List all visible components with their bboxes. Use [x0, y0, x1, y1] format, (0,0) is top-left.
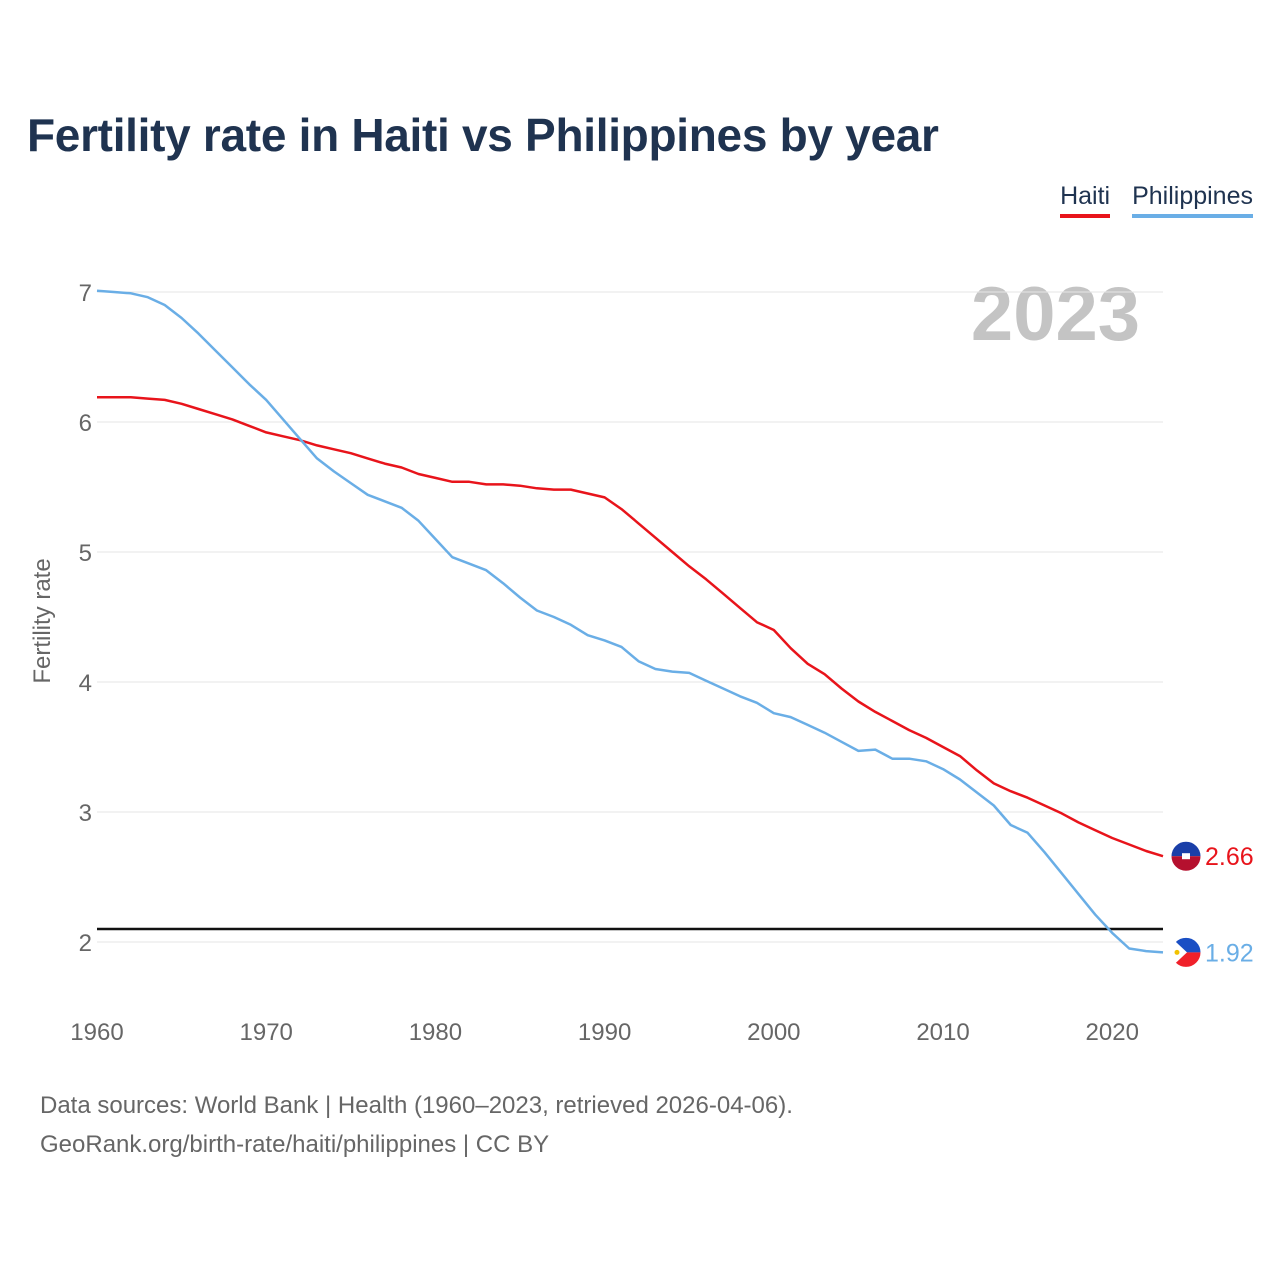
legend: Haiti Philippines	[1060, 182, 1253, 218]
x-tick-label: 2010	[916, 1019, 969, 1046]
y-tick-label: 4	[79, 670, 92, 697]
x-tick-label: 2000	[747, 1019, 800, 1046]
y-tick-label: 6	[79, 410, 92, 437]
haiti-flag-top	[1171, 841, 1201, 857]
y-tick-label: 2	[79, 930, 92, 957]
haiti-flag-icon	[1170, 840, 1202, 872]
x-tick-label: 1960	[70, 1019, 123, 1046]
chart-title: Fertility rate in Haiti vs Philippines b…	[27, 109, 939, 161]
x-tick-label: 1970	[240, 1019, 293, 1046]
x-tick-label: 1990	[578, 1019, 631, 1046]
series-line-haiti[interactable]	[97, 396, 1164, 858]
philippines-flag-icon	[1170, 936, 1202, 968]
x-tick-label: 1980	[409, 1019, 462, 1046]
y-tick-label: 7	[79, 280, 92, 307]
source-url-text[interactable]: GeoRank.org/birth-rate/haiti/philippines…	[40, 1131, 550, 1158]
haiti-flag-emblem	[1182, 853, 1190, 860]
series-line-philippines[interactable]	[96, 289, 1164, 954]
data-source-text: Data sources: World Bank | Health (1960–…	[40, 1092, 793, 1119]
philippines-flag-sun	[1174, 949, 1180, 955]
line-chart: 2023 2 3 4 5 6 7 1960 1970 1980 1990 2000 2010 2020 Fe…	[29, 272, 1254, 1046]
y-axis-label: Fertility rate	[29, 558, 56, 683]
y-tick-label: 5	[79, 540, 92, 567]
year-watermark: 2023	[971, 272, 1140, 357]
haiti-flag-bottom	[1171, 856, 1201, 872]
end-value-label-philippines: 1.92	[1205, 939, 1254, 967]
footer: Data sources: World Bank | Health (1960–…	[40, 1086, 793, 1164]
x-tick-label: 2020	[1086, 1019, 1139, 1046]
legend-item-philippines[interactable]: Philippines	[1132, 182, 1253, 218]
y-tick-label: 3	[79, 800, 92, 827]
end-value-label-haiti: 2.66	[1205, 843, 1254, 871]
legend-item-haiti[interactable]: Haiti	[1060, 182, 1111, 218]
